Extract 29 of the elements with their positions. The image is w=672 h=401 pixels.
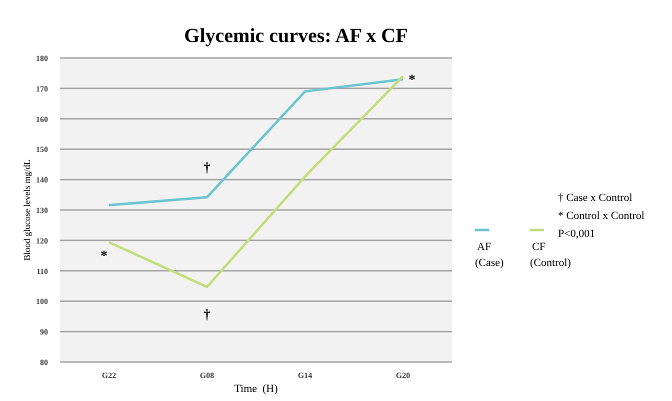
x-tick-label: G14 [298, 371, 312, 380]
y-tick-label: 150 [36, 145, 48, 154]
x-tick-label: G20 [396, 371, 410, 380]
y-tick-label: 80 [40, 358, 48, 367]
annotation: * [100, 249, 108, 264]
text: † Case x Control [558, 192, 632, 204]
x-tick-label: G22 [102, 371, 116, 380]
y-tick-label: 140 [36, 176, 48, 185]
y-tick-label: 120 [36, 236, 48, 246]
legend-label: AF (Case) [475, 241, 504, 269]
chart-title: Glycemic curves: AF x CF [184, 25, 408, 47]
y-tick-label: 130 [36, 206, 48, 215]
y-axis-title: Blood glucose levels mg/dL [22, 159, 32, 261]
legend-label: CF (Control) [530, 241, 572, 269]
y-tick-label: 90 [40, 328, 48, 337]
line-series [108, 74, 404, 288]
line-series [108, 78, 404, 206]
y-tick-label: 100 [36, 297, 48, 306]
y-tick-label: 110 [36, 266, 48, 276]
annotation: * [408, 73, 416, 88]
text: * Control x Control [558, 210, 644, 222]
x-axis-title: Time (H) [234, 383, 278, 395]
y-tick-label: 170 [36, 84, 48, 94]
text: P<0,001 [558, 228, 596, 240]
y-tick-label: 180 [36, 54, 48, 63]
x-tick-label: G08 [200, 371, 214, 380]
annotation: † [204, 161, 210, 176]
y-tick-label: 160 [36, 114, 48, 124]
annotation: † [204, 308, 210, 323]
